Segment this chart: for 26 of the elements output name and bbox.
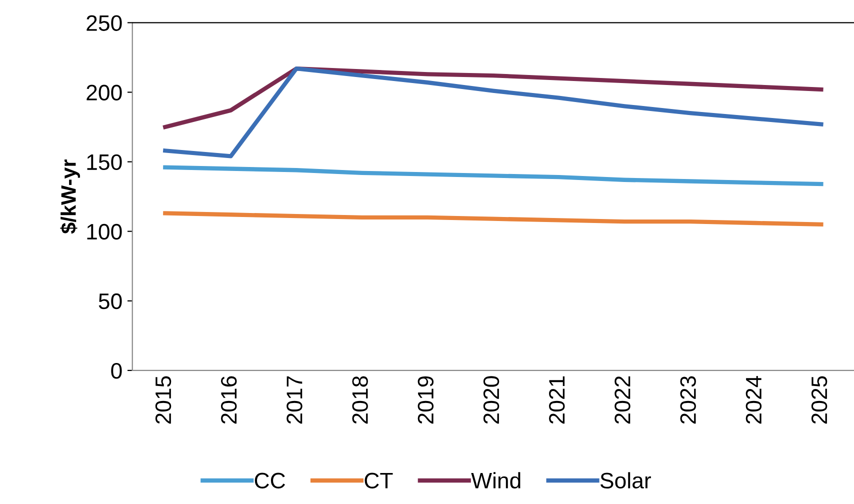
- legend-label: Wind: [471, 472, 520, 488]
- legend-label: CC: [254, 472, 286, 488]
- x-tick-label: 2021: [549, 376, 565, 424]
- legend-label: Solar: [600, 472, 651, 488]
- line-series: [163, 66, 824, 158]
- y-tick-label: 0: [111, 362, 122, 379]
- y-tick-label: 200: [86, 84, 122, 101]
- x-tick-label: 2022: [614, 376, 630, 424]
- x-tick-label: 2019: [418, 376, 434, 424]
- y-tick-label: 250: [86, 15, 122, 31]
- line-series: [163, 211, 824, 226]
- x-tick-label: 2015: [155, 376, 172, 424]
- x-tick-label: 2016: [221, 376, 237, 424]
- x-tick-label: 2025: [811, 376, 828, 424]
- line-series: [163, 66, 824, 130]
- y-axis-title: $/kW-yr: [60, 159, 80, 234]
- y-tick-label: 50: [98, 293, 122, 310]
- x-tick-label: 2017: [286, 376, 302, 424]
- legend-label: CT: [364, 472, 393, 488]
- x-tick-label: 2020: [483, 376, 500, 424]
- x-tick-label: 2023: [680, 376, 696, 424]
- line-series: [163, 165, 824, 186]
- y-tick-label: 100: [87, 224, 122, 240]
- y-tick-label: 150: [87, 154, 122, 170]
- x-tick-label: 2024: [746, 376, 762, 424]
- x-tick-label: 2018: [352, 376, 368, 424]
